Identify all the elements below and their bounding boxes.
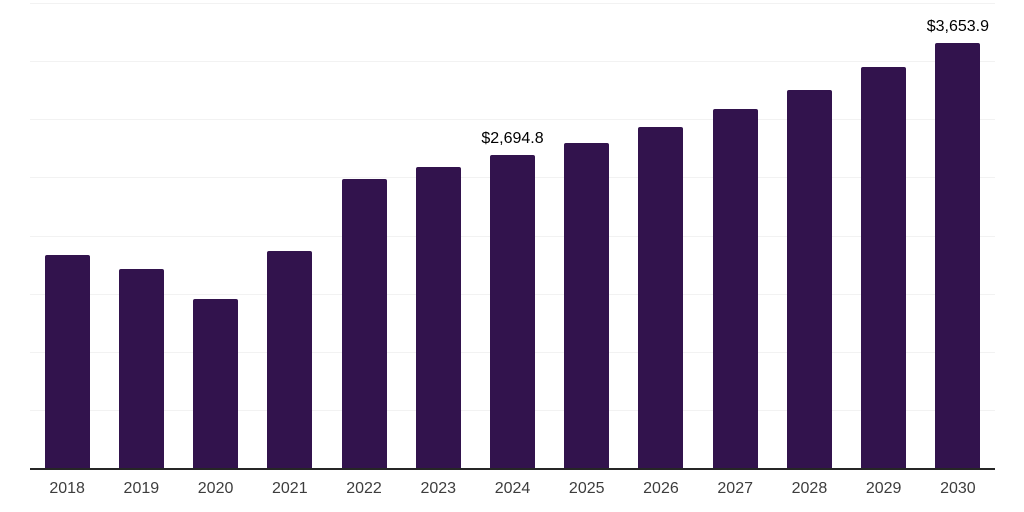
bar-2030 bbox=[935, 43, 981, 468]
plot-area: $2,694.8 $3,653.9 bbox=[30, 3, 995, 470]
bar-2021 bbox=[267, 251, 313, 468]
x-tick-2019: 2019 bbox=[123, 480, 160, 497]
bar-2027 bbox=[712, 108, 758, 468]
bar-2028 bbox=[786, 89, 832, 468]
bar-2022 bbox=[341, 178, 387, 468]
data-label-2024: $2,694.8 bbox=[481, 129, 544, 147]
gridline-4000 bbox=[30, 3, 995, 4]
bar-2025 bbox=[564, 142, 610, 468]
gridline-3500 bbox=[30, 61, 995, 63]
gridline-3000 bbox=[30, 119, 995, 121]
x-tick-2026: 2026 bbox=[643, 480, 679, 497]
x-axis: 2018 2019 2020 2021 2022 2023 2024 2025 2026 2027… bbox=[30, 480, 995, 504]
x-tick-2025: 2025 bbox=[568, 480, 605, 497]
bar-2020 bbox=[193, 299, 239, 468]
x-tick-2018: 2018 bbox=[49, 480, 85, 497]
bar-2019 bbox=[118, 268, 164, 468]
bar-2018 bbox=[44, 255, 90, 468]
x-tick-2020: 2020 bbox=[197, 480, 234, 497]
bar-2029 bbox=[861, 66, 907, 468]
bar-2023 bbox=[415, 166, 461, 468]
x-tick-2021: 2021 bbox=[272, 480, 308, 497]
data-label-2030: $3,653.9 bbox=[926, 18, 990, 36]
x-tick-2030: 2030 bbox=[940, 480, 976, 497]
x-tick-2022: 2022 bbox=[346, 480, 382, 497]
x-tick-2027: 2027 bbox=[717, 480, 753, 497]
bar-2024 bbox=[490, 154, 535, 468]
bar-2026 bbox=[638, 126, 684, 468]
x-tick-2024: 2024 bbox=[494, 480, 531, 497]
x-tick-2028: 2028 bbox=[791, 480, 828, 497]
x-tick-2023: 2023 bbox=[420, 480, 457, 497]
x-tick-2029: 2029 bbox=[865, 480, 902, 497]
